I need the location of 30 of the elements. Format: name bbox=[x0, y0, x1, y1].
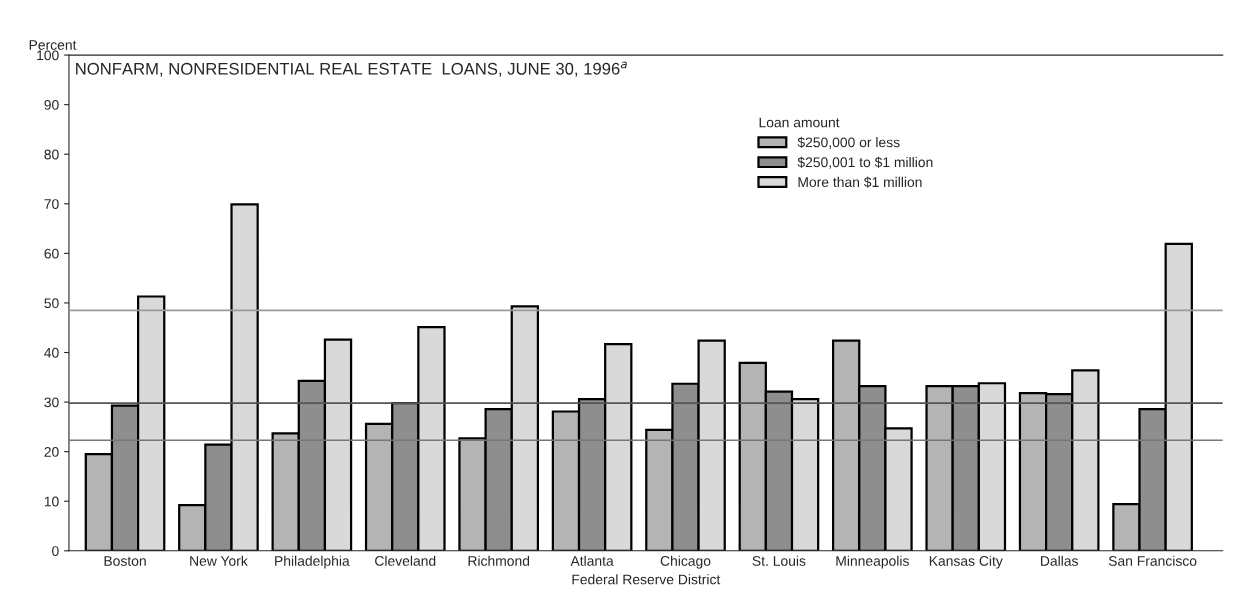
x-tick-label: Chicago bbox=[660, 555, 711, 569]
x-tick-label: New York bbox=[190, 555, 248, 566]
x-tick-label: Boston bbox=[104, 556, 146, 566]
x-tick-label: San Francisco bbox=[1108, 555, 1197, 566]
x-tick-label: Richmond bbox=[468, 555, 530, 566]
legend-label: More than $1 million bbox=[798, 176, 922, 188]
y-tick-label: 30 bbox=[44, 397, 59, 408]
y-tick-label: 60 bbox=[44, 248, 59, 259]
y-tick-label: 70 bbox=[44, 199, 59, 209]
legend-label: $250,001 to $1 million bbox=[797, 156, 933, 169]
y-tick-label: 80 bbox=[44, 149, 59, 160]
legend-label: $250,000 or less bbox=[797, 136, 900, 149]
y-tick-label: 40 bbox=[44, 347, 59, 358]
x-tick-label: Atlanta bbox=[570, 555, 614, 566]
x-tick-label: St. Louis bbox=[752, 555, 806, 566]
y-tick-label: 10 bbox=[44, 496, 59, 507]
x-tick-label: Dallas bbox=[1041, 555, 1078, 566]
legend-title: Loan amount bbox=[759, 117, 840, 128]
y-tick-label: 20 bbox=[44, 446, 59, 457]
x-tick-label: Kansas City bbox=[929, 555, 1003, 569]
x-tick-label: Minneapolis bbox=[836, 555, 909, 569]
y-tick-label: 50 bbox=[44, 298, 59, 309]
x-tick-label: Cleveland bbox=[375, 555, 436, 566]
x-axis-title: Federal Reserve District bbox=[572, 574, 721, 585]
y-tick-label: 0 bbox=[52, 546, 59, 556]
x-tick-label: Philadelphia bbox=[275, 555, 350, 569]
chart-title: NONFARM, NONRESIDENTIAL REAL ESTATE LOANS, JUNE 30, 1996$^{a}$ bbox=[76, 61, 627, 77]
y-tick-label: 100 bbox=[37, 50, 59, 61]
y-axis-title: Percent bbox=[29, 40, 77, 50]
y-tick-label: 90 bbox=[44, 99, 59, 110]
